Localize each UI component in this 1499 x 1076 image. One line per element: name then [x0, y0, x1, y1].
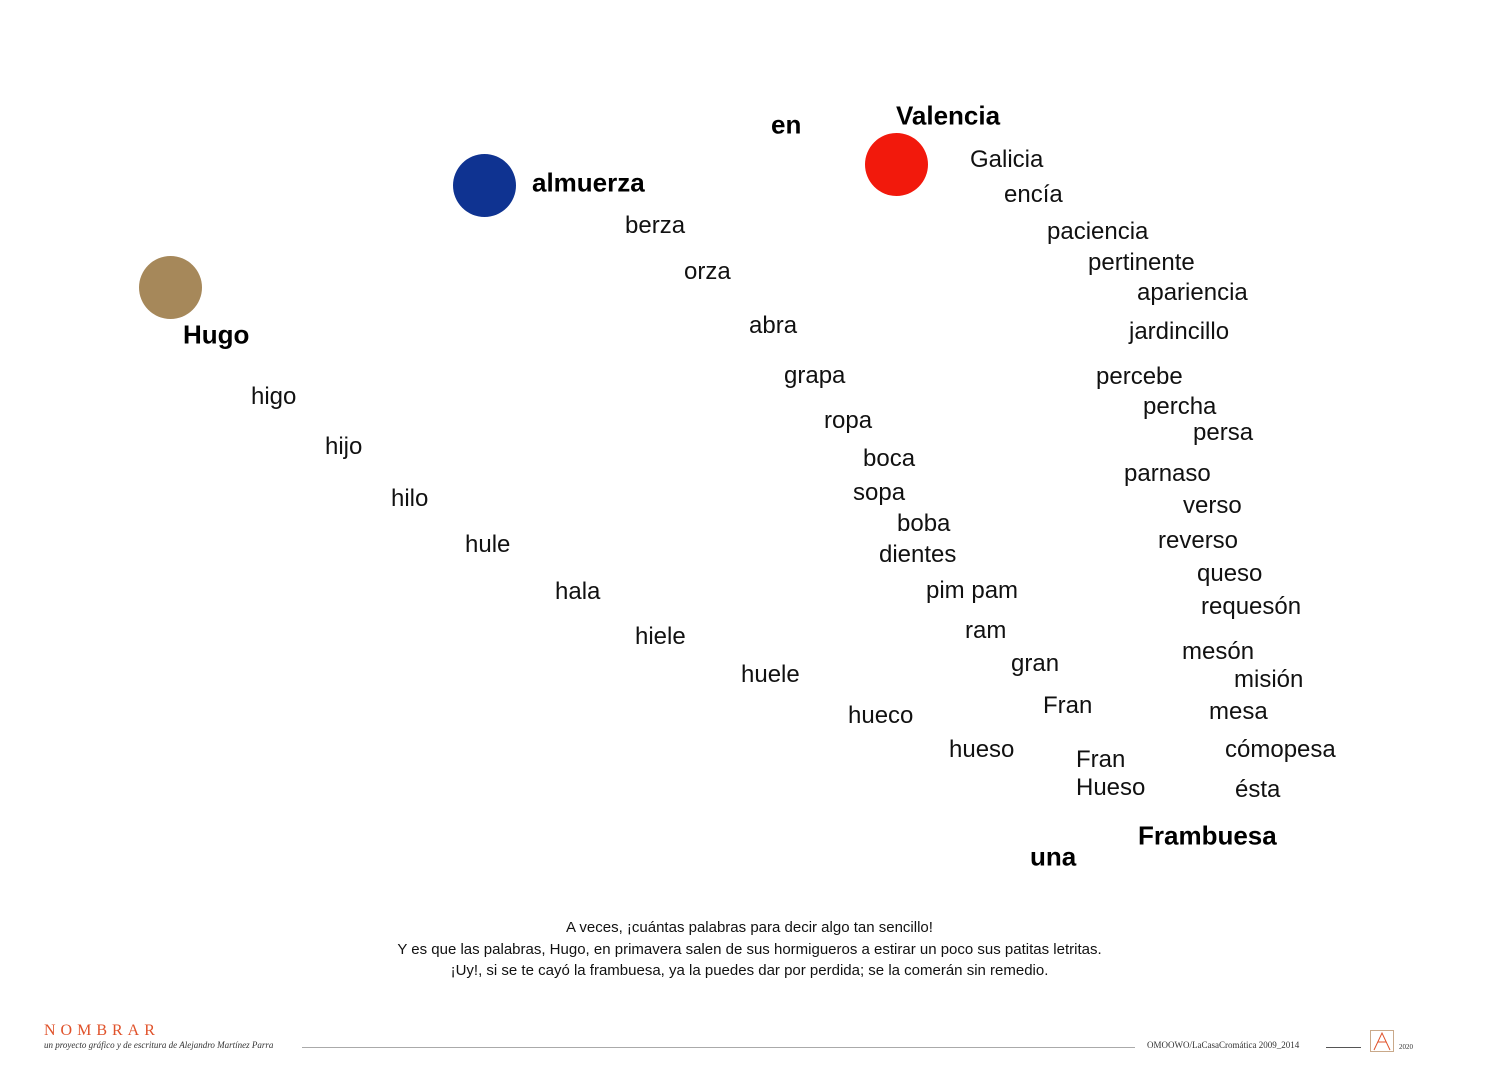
- footer-title: NOMBRAR: [44, 1022, 160, 1039]
- text-block: A veces, ¡cuántas palabras para decir al…: [0, 917, 1499, 982]
- key-word: Hugo: [183, 319, 250, 350]
- word: parnaso: [1124, 460, 1211, 487]
- word: jardincillo: [1129, 318, 1230, 345]
- word: misión: [1234, 666, 1304, 693]
- word: mesón: [1182, 638, 1255, 665]
- word: Fran: [1076, 746, 1126, 773]
- word: sopa: [853, 479, 906, 506]
- word: percha: [1143, 393, 1217, 420]
- word: cómopesa: [1225, 736, 1336, 763]
- word: huele: [741, 661, 800, 688]
- word: apariencia: [1137, 279, 1248, 306]
- word: ram: [965, 617, 1007, 644]
- footer-credit: OMOOWO/LaCasaCromática 2009_2014: [1147, 1040, 1300, 1050]
- key-word: Frambuesa: [1138, 820, 1277, 851]
- dot-almuerza: [453, 154, 516, 217]
- word: persa: [1193, 419, 1254, 446]
- word: reverso: [1158, 527, 1239, 554]
- word: Hueso: [1076, 774, 1146, 801]
- word: boba: [897, 510, 951, 537]
- word: dientes: [879, 541, 957, 568]
- word: ésta: [1235, 776, 1281, 803]
- word: gran: [1011, 650, 1060, 677]
- key-word: una: [1030, 841, 1077, 872]
- word: grapa: [784, 362, 846, 389]
- word: pim pam: [926, 577, 1019, 604]
- key-word: almuerza: [532, 167, 645, 198]
- word: percebe: [1096, 363, 1183, 390]
- word: boca: [863, 445, 916, 472]
- word: higo: [251, 383, 297, 410]
- word: hilo: [391, 485, 429, 512]
- word: hala: [555, 578, 601, 605]
- dot-hugo: [139, 256, 202, 319]
- key-word: en: [771, 109, 802, 140]
- footer-logo: [1370, 1030, 1394, 1052]
- word: hueso: [949, 736, 1015, 763]
- word: pertinente: [1088, 249, 1195, 276]
- key-word: Valencia: [896, 100, 1001, 131]
- logo-frame: [1370, 1030, 1394, 1052]
- word: hijo: [325, 433, 363, 460]
- word: encía: [1004, 181, 1063, 208]
- word: verso: [1183, 492, 1242, 519]
- word: Galicia: [970, 146, 1044, 173]
- word: hiele: [635, 623, 686, 650]
- word: mesa: [1209, 698, 1268, 725]
- word: Fran: [1043, 692, 1093, 719]
- word: hueco: [848, 702, 914, 729]
- word: queso: [1197, 560, 1263, 587]
- word: abra: [749, 312, 798, 339]
- word: orza: [684, 258, 731, 285]
- footer-subtitle: un proyecto gráfico y de escritura de Al…: [44, 1040, 274, 1050]
- footer-rule: [1326, 1047, 1361, 1048]
- word: berza: [625, 212, 686, 239]
- text-line: Y es que las palabras, Hugo, en primaver…: [397, 940, 1102, 958]
- text-line: ¡Uy!, si se te cayó la frambuesa, ya la …: [450, 962, 1049, 979]
- footer-rule: [302, 1047, 1135, 1048]
- footer-year: 2020: [1399, 1043, 1413, 1051]
- word: paciencia: [1047, 218, 1149, 245]
- word: hule: [465, 531, 511, 558]
- word: ropa: [824, 407, 873, 434]
- dot-valencia: [865, 133, 928, 196]
- logo-mark: [1373, 1031, 1391, 1051]
- word: requesón: [1201, 593, 1302, 620]
- text-line: A veces, ¡cuántas palabras para decir al…: [566, 919, 933, 936]
